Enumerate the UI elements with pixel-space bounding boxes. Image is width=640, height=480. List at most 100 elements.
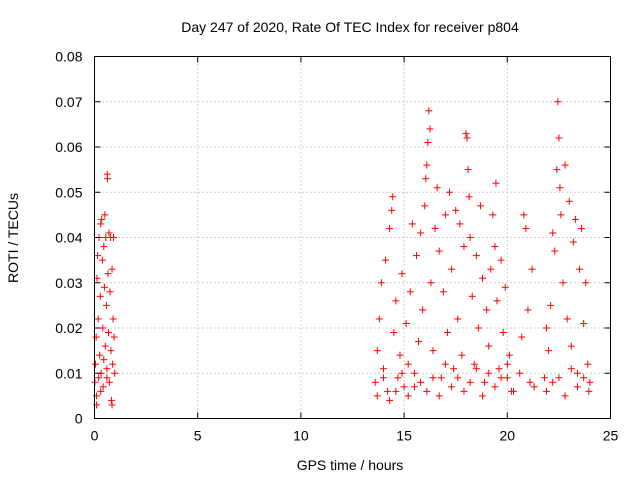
y-tick-label: 0.05 (55, 184, 82, 200)
data-point (495, 365, 503, 373)
data-point (104, 175, 112, 183)
data-point (386, 224, 394, 232)
data-point (462, 129, 470, 137)
data-point (373, 392, 381, 400)
data-point (489, 211, 497, 219)
data-point (470, 360, 478, 368)
data-point (398, 270, 406, 278)
data-point (406, 288, 414, 296)
data-point (497, 374, 505, 382)
data-point (375, 315, 383, 323)
data-point (530, 383, 538, 391)
x-tick-label: 10 (293, 428, 309, 444)
data-point (582, 279, 590, 287)
data-point (419, 306, 427, 314)
data-point (97, 387, 105, 395)
data-point (400, 383, 408, 391)
data-point (97, 220, 105, 228)
data-point (563, 315, 571, 323)
data-point (106, 288, 114, 296)
data-point (472, 252, 480, 260)
data-point (556, 184, 564, 192)
data-point (464, 166, 472, 174)
data-point (105, 329, 113, 337)
y-tick-label: 0 (75, 411, 83, 427)
data-point (98, 215, 106, 223)
data-point (437, 374, 445, 382)
data-point (526, 378, 534, 386)
data-point (452, 206, 460, 214)
data-point (491, 243, 499, 251)
y-tick-label: 0.03 (55, 275, 82, 291)
data-point (109, 234, 117, 241)
data-point (101, 211, 109, 219)
x-tick-label: 5 (194, 428, 202, 444)
data-point (392, 297, 400, 305)
data-point (109, 360, 117, 368)
data-point (555, 134, 563, 142)
y-tick-label: 0.02 (55, 320, 82, 336)
data-point (390, 329, 398, 337)
y-tick-label: 0.08 (55, 49, 82, 65)
data-point (396, 351, 404, 359)
data-point (454, 315, 462, 323)
data-point (493, 297, 501, 305)
data-point (554, 98, 562, 106)
data-point (422, 175, 430, 183)
data-point (576, 265, 584, 273)
data-point (104, 270, 112, 278)
data-point (571, 215, 579, 223)
data-point (107, 396, 115, 404)
data-point (431, 224, 439, 232)
data-point (551, 247, 559, 255)
data-point (509, 387, 517, 395)
data-point (499, 329, 507, 337)
data-point (96, 292, 104, 300)
data-point (567, 342, 575, 350)
data-point (94, 252, 102, 260)
data-point (573, 369, 581, 377)
data-point (465, 193, 473, 201)
x-tick-label: 20 (500, 428, 516, 444)
data-point (108, 265, 116, 273)
data-point (103, 374, 111, 382)
data-point (487, 265, 495, 273)
data-point (98, 256, 106, 264)
data-point (101, 342, 109, 350)
data-point (377, 279, 385, 287)
data-point (439, 288, 447, 296)
data-point (474, 324, 482, 332)
axis-ticks: 0 5 10 15 20 25 0 0.01 0.02 0.03 0.04 0.05 0.06 0.07 0… (55, 49, 618, 444)
data-point (435, 247, 443, 255)
data-point (421, 202, 429, 210)
data-points (91, 98, 594, 409)
data-point (549, 378, 557, 386)
data-point (94, 315, 102, 323)
data-point (561, 392, 569, 400)
data-point (408, 220, 416, 228)
data-point (105, 378, 113, 386)
y-tick-label: 0.06 (55, 139, 82, 155)
data-point (424, 138, 432, 146)
data-point (569, 238, 577, 246)
data-point (394, 374, 402, 382)
data-point (492, 179, 500, 187)
data-point (540, 374, 548, 382)
data-point (516, 369, 524, 377)
data-point (573, 383, 581, 391)
data-point (448, 383, 456, 391)
data-point (479, 392, 487, 400)
data-point (522, 224, 530, 232)
data-point (481, 378, 489, 386)
data-point (382, 256, 390, 264)
y-tick-label: 0.07 (55, 94, 82, 110)
chart-title: Day 247 of 2020, Rate Of TEC Index for r… (181, 19, 519, 35)
data-point (555, 374, 563, 382)
data-point (423, 387, 431, 395)
data-point (479, 274, 487, 282)
data-point (412, 252, 420, 260)
data-point (427, 279, 435, 287)
data-point (491, 383, 499, 391)
data-point (102, 301, 110, 309)
